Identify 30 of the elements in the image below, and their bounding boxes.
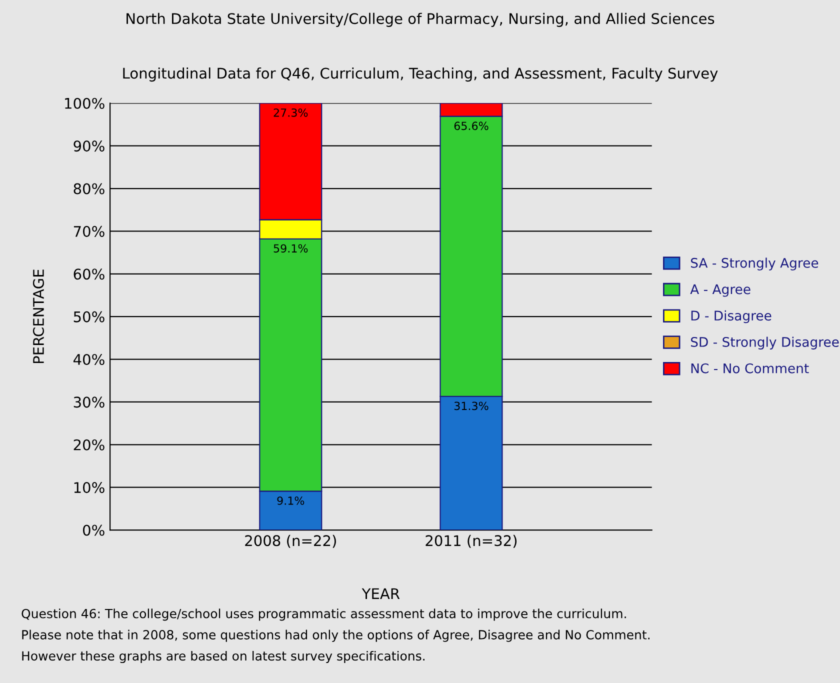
- y-tick-label: 10%: [74, 482, 104, 494]
- data-label: 9.1%: [277, 496, 304, 505]
- legend-label: NC - No Comment: [691, 363, 809, 374]
- y-tick-label: 80%: [74, 183, 104, 194]
- data-label: 59.1%: [274, 244, 308, 253]
- y-tick-label: 90%: [74, 140, 104, 152]
- y-tick-label: 0%: [83, 524, 104, 536]
- chart-title: North Dakota State University/College of Pharmacy, Nursing, and Allied Sciences: [126, 12, 714, 27]
- legend-label: SD - Strongly Disagree: [690, 336, 839, 350]
- x-tick-label: 2011 (n=32): [426, 534, 517, 548]
- x-tick-label: 2008 (n=22): [245, 534, 336, 548]
- text: Please note that in 2008, some questions had only the options of Agree, Disagree and No Comment.: [22, 630, 650, 642]
- legend-label: A - Agree: [690, 284, 750, 297]
- y-tick-label: 40%: [73, 354, 104, 366]
- y-tick-label: 70%: [74, 226, 104, 237]
- y-axis-title: PERCENTAGE: [32, 270, 44, 364]
- y-tick-label: 20%: [74, 439, 104, 450]
- y-tick-label: 50%: [74, 311, 104, 322]
- x-axis-title: YEAR: [362, 588, 400, 599]
- text: However these graphs are based on latest survey specifications.: [22, 650, 424, 664]
- y-tick-label: 100%: [65, 98, 104, 109]
- y-tick-label: 60%: [74, 268, 104, 280]
- legend-label: D - Disagree: [691, 310, 772, 324]
- data-label: 31.3%: [454, 402, 488, 410]
- text: Question 46: The college/school uses programmatic assessment data to improve the curriculum.: [22, 608, 626, 621]
- legend-label: SA - Strongly Agree: [690, 258, 818, 270]
- data-label: 27.3%: [274, 108, 308, 117]
- chart-subtitle: Longitudinal Data for Q46, Curriculum, Teaching, and Assessment, Faculty Survey: [123, 67, 718, 82]
- data-label: 65.6%: [454, 122, 488, 130]
- y-tick-label: 30%: [74, 396, 104, 408]
